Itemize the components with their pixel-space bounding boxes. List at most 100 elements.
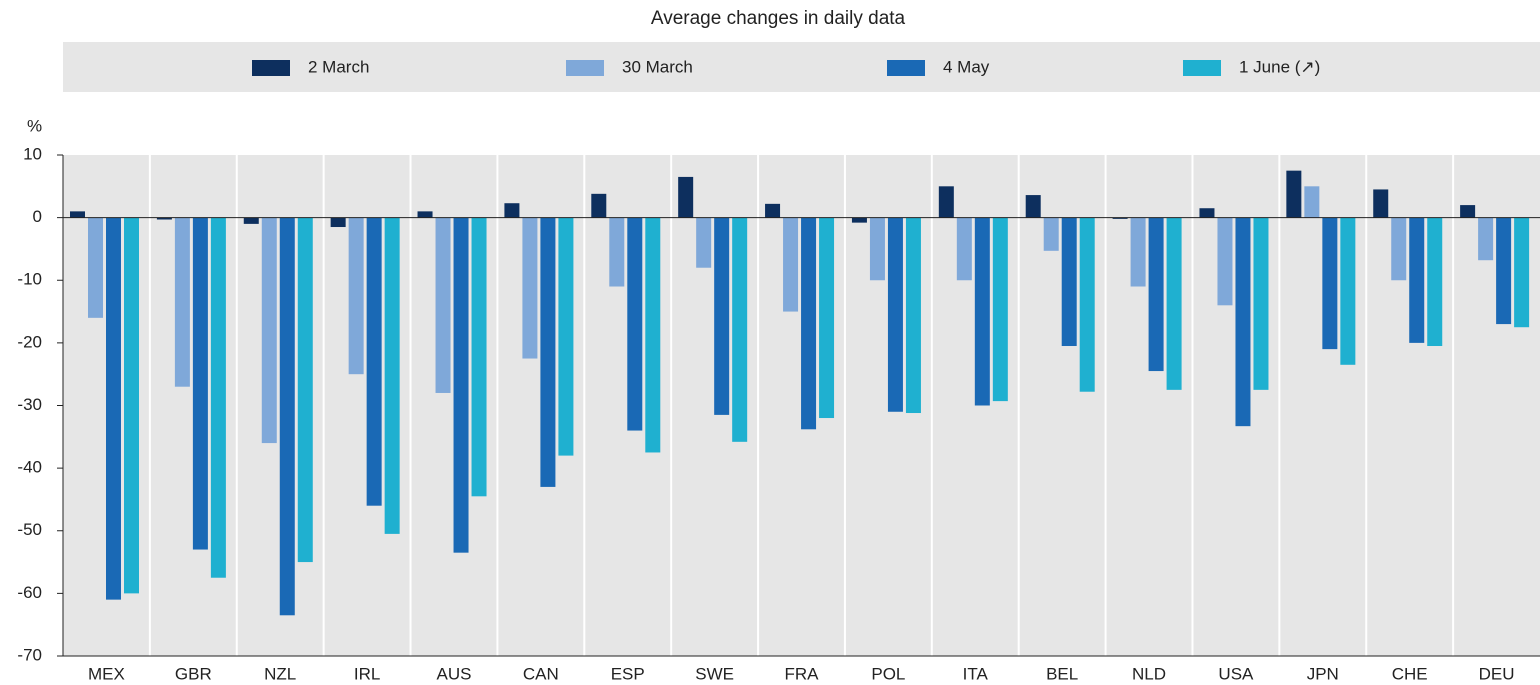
legend-label: 2 March [308,57,369,76]
x-tick-label: POL [871,664,905,683]
y-tick-label: -30 [17,395,42,414]
bar [956,217,972,281]
bar [174,217,190,387]
bar [801,217,817,430]
y-tick-label: -50 [17,520,42,539]
bar [591,193,607,218]
bar [1427,217,1443,347]
y-tick-label: 10 [23,144,42,163]
bar [1112,217,1128,219]
bar [124,217,139,594]
x-tick-label: ESP [611,664,645,683]
bar [819,217,835,419]
x-tick-label: DEU [1479,664,1515,683]
legend-swatch [566,60,604,76]
bar [471,217,487,497]
bar [938,186,954,218]
bar [974,217,990,406]
bar [435,217,451,393]
bar [330,217,346,228]
bar [297,217,313,563]
bar [453,217,469,553]
bar [714,217,730,415]
bar [1079,217,1095,392]
bar [348,217,364,375]
x-tick-label: GBR [175,664,212,683]
y-tick-label: -60 [17,583,42,602]
legend-swatch [1183,60,1221,76]
y-tick-label: -70 [17,645,42,664]
x-tick-label: IRL [354,664,380,683]
bar [696,217,712,268]
bar [609,217,625,287]
legend-label: 30 March [622,57,693,76]
y-tick-label: -20 [17,332,42,351]
x-tick-label: USA [1218,664,1254,683]
bar [210,217,226,578]
bar [1217,217,1233,306]
bar [627,217,643,431]
bar [1061,217,1077,347]
bar [765,203,781,218]
bar [88,217,103,318]
legend-swatch [252,60,290,76]
y-tick-label: -40 [17,458,42,477]
y-axis-label: % [27,116,42,135]
bar [106,217,121,600]
bar [1148,217,1164,372]
bar [1166,217,1182,390]
bar [522,217,538,359]
x-tick-label: AUS [436,664,471,683]
bar [1373,189,1389,218]
chart-title: Average changes in daily data [651,8,906,29]
bar [1322,217,1338,350]
x-tick-label: SWE [695,664,734,683]
bar [678,176,694,218]
bar [1478,217,1494,261]
bar [1199,208,1215,218]
x-tick-label: NZL [264,664,296,683]
bar [279,217,295,616]
bar [1391,217,1407,281]
bar [645,217,661,453]
bar [1340,217,1356,365]
bar [1130,217,1146,287]
bar [558,217,574,456]
x-tick-label: CHE [1392,664,1428,683]
bar [70,211,85,218]
x-tick-label: FRA [785,664,820,683]
bar [384,217,400,534]
x-tick-label: CAN [523,664,559,683]
bar [366,217,382,506]
bar [243,217,259,224]
x-tick-label: BEL [1046,664,1078,683]
legend-background [63,42,1540,92]
x-tick-label: NLD [1132,664,1166,683]
bar [869,217,885,281]
bar [192,217,208,550]
bar [1409,217,1425,343]
bar [732,217,748,442]
bar [1304,186,1320,218]
legend-swatch [887,60,925,76]
y-tick-label: 0 [33,207,42,226]
bar [1286,170,1302,218]
bar [417,211,433,218]
bar [1235,217,1251,427]
bar [1496,217,1512,325]
legend-label: 1 June (↗) [1239,57,1320,76]
bar [1253,217,1269,390]
bar [1025,195,1041,218]
legend-label: 4 May [943,57,990,76]
bar [1514,217,1530,328]
bar [156,217,172,220]
bar [1043,217,1059,251]
bar [992,217,1008,402]
x-tick-label: ITA [963,664,989,683]
bar [504,203,520,218]
bar [261,217,277,444]
bar [783,217,799,312]
bar [1460,205,1476,218]
